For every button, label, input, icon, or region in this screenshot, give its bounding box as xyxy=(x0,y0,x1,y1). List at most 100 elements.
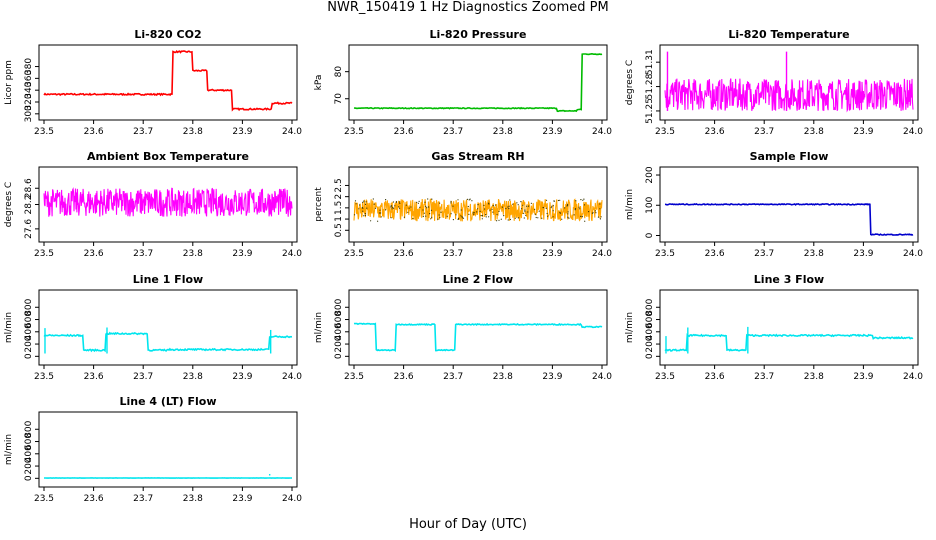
data-point xyxy=(408,207,410,209)
data-point xyxy=(431,216,433,218)
x-tick-label: 23.8 xyxy=(804,127,824,137)
panel-li-820-temperature: Li-820 Temperature degrees C 23.5 23.6 23.7 2… xyxy=(625,28,923,137)
y-axis-label: ml/min xyxy=(625,189,635,220)
y-tick-label: 600 xyxy=(334,311,344,328)
data-point xyxy=(579,208,581,210)
y-tick-label: 200 xyxy=(645,166,655,183)
data-point xyxy=(584,220,586,222)
data-point xyxy=(399,207,401,209)
y-tick-label: 0 xyxy=(24,353,34,359)
data-point xyxy=(398,206,400,208)
figure-title: NWR_150419 1 Hz Diagnostics Zoomed PM xyxy=(327,0,609,15)
data-point xyxy=(425,205,427,207)
y-tick-label: 1.5 xyxy=(334,201,344,215)
x-tick-label: 23.9 xyxy=(232,127,252,137)
x-tick-label: 23.8 xyxy=(183,494,203,504)
data-point xyxy=(390,217,392,219)
x-tick-label: 23.5 xyxy=(344,127,364,137)
data-point xyxy=(573,214,575,216)
data-point xyxy=(516,202,518,204)
data-point xyxy=(537,217,539,219)
data-point xyxy=(395,201,397,203)
series-li-820-temperature xyxy=(664,51,914,113)
data-point xyxy=(424,201,426,203)
data-point xyxy=(374,207,377,209)
plot-frame xyxy=(38,44,298,121)
y-tick-label: 800 xyxy=(334,298,344,315)
x-tick-label: 23.7 xyxy=(754,372,774,382)
data-point xyxy=(527,205,530,207)
y-tick-label: 51.31 xyxy=(645,49,655,75)
y-tick-label: 2.5 xyxy=(334,178,344,192)
y-tick-label: 200 xyxy=(334,335,344,352)
x-tick-label: 23.5 xyxy=(34,372,54,382)
y-axis-label: ml/min xyxy=(314,312,324,343)
y-tick-label: 51.25 xyxy=(645,98,655,124)
y-axis-label: ml/min xyxy=(4,434,14,465)
panel-title: Line 1 Flow xyxy=(133,273,203,286)
series-line xyxy=(664,333,914,352)
y-axis-label: kPa xyxy=(314,75,324,91)
data-point xyxy=(566,205,568,207)
x-tick-label: 23.8 xyxy=(493,127,513,137)
panel-sample-flow: Sample Flow ml/min 23.5 23.6 23.7 23.8 23.9 24.… xyxy=(625,150,923,259)
data-point xyxy=(468,199,470,201)
y-axis-label: ml/min xyxy=(4,312,14,343)
data-point xyxy=(380,212,382,214)
data-point xyxy=(496,220,498,222)
data-point xyxy=(581,216,583,218)
y-tick-label: 0.5 xyxy=(334,223,344,237)
data-point xyxy=(354,200,357,202)
x-axis-caption: Hour of Day (UTC) xyxy=(409,517,527,532)
data-point xyxy=(550,207,552,209)
data-point xyxy=(583,204,586,206)
y-tick-label: 800 xyxy=(24,298,34,315)
x-tick-label: 23.7 xyxy=(443,127,463,137)
data-point xyxy=(353,214,356,216)
data-point xyxy=(520,201,522,203)
x-tick-label: 23.7 xyxy=(133,494,153,504)
data-point xyxy=(450,202,452,204)
x-tick-label: 24.0 xyxy=(282,127,302,137)
data-point xyxy=(500,218,502,220)
plot-frame xyxy=(659,166,919,243)
panel-line-3-flow: Line 3 Flow ml/min 23.5 23.6 23.7 23.8 23.9 24.… xyxy=(625,273,923,382)
data-point xyxy=(552,210,554,212)
y-axis-label: Licor ppm xyxy=(4,60,14,105)
data-point xyxy=(597,216,600,218)
data-point xyxy=(512,203,514,205)
data-point xyxy=(567,213,569,215)
data-point xyxy=(362,207,364,209)
data-point xyxy=(457,199,459,201)
y-tick-label: 400 xyxy=(24,323,34,340)
data-point xyxy=(498,210,500,212)
data-point xyxy=(488,202,490,204)
data-point xyxy=(574,208,577,210)
plot-frame xyxy=(659,289,919,366)
y-tick-label: 600 xyxy=(24,433,34,450)
panel-line-4-lt-flow: Line 4 (LT) Flow ml/min 23.5 23.6 23.7 23.8 23… xyxy=(4,395,302,504)
data-point xyxy=(552,216,554,218)
data-point xyxy=(365,201,367,203)
data-point xyxy=(553,200,555,202)
y-tick-label: 320 xyxy=(24,93,34,110)
data-point xyxy=(583,198,585,200)
y-axis-label: degrees C xyxy=(625,60,635,105)
data-point xyxy=(419,206,421,209)
data-point xyxy=(484,208,486,210)
data-point xyxy=(407,211,409,213)
x-tick-label: 23.9 xyxy=(853,372,873,382)
data-point xyxy=(494,204,497,206)
data-point xyxy=(508,208,510,210)
data-point xyxy=(384,209,387,211)
y-tick-label: 70 xyxy=(334,93,344,105)
data-point xyxy=(564,207,566,209)
series-line xyxy=(43,331,293,353)
panel-title: Gas Stream RH xyxy=(431,150,524,163)
data-point xyxy=(392,201,395,203)
y-tick-label: 200 xyxy=(24,457,34,474)
data-point xyxy=(492,211,494,213)
x-tick-label: 24.0 xyxy=(592,249,612,259)
data-point xyxy=(521,208,523,210)
data-point xyxy=(439,216,441,218)
